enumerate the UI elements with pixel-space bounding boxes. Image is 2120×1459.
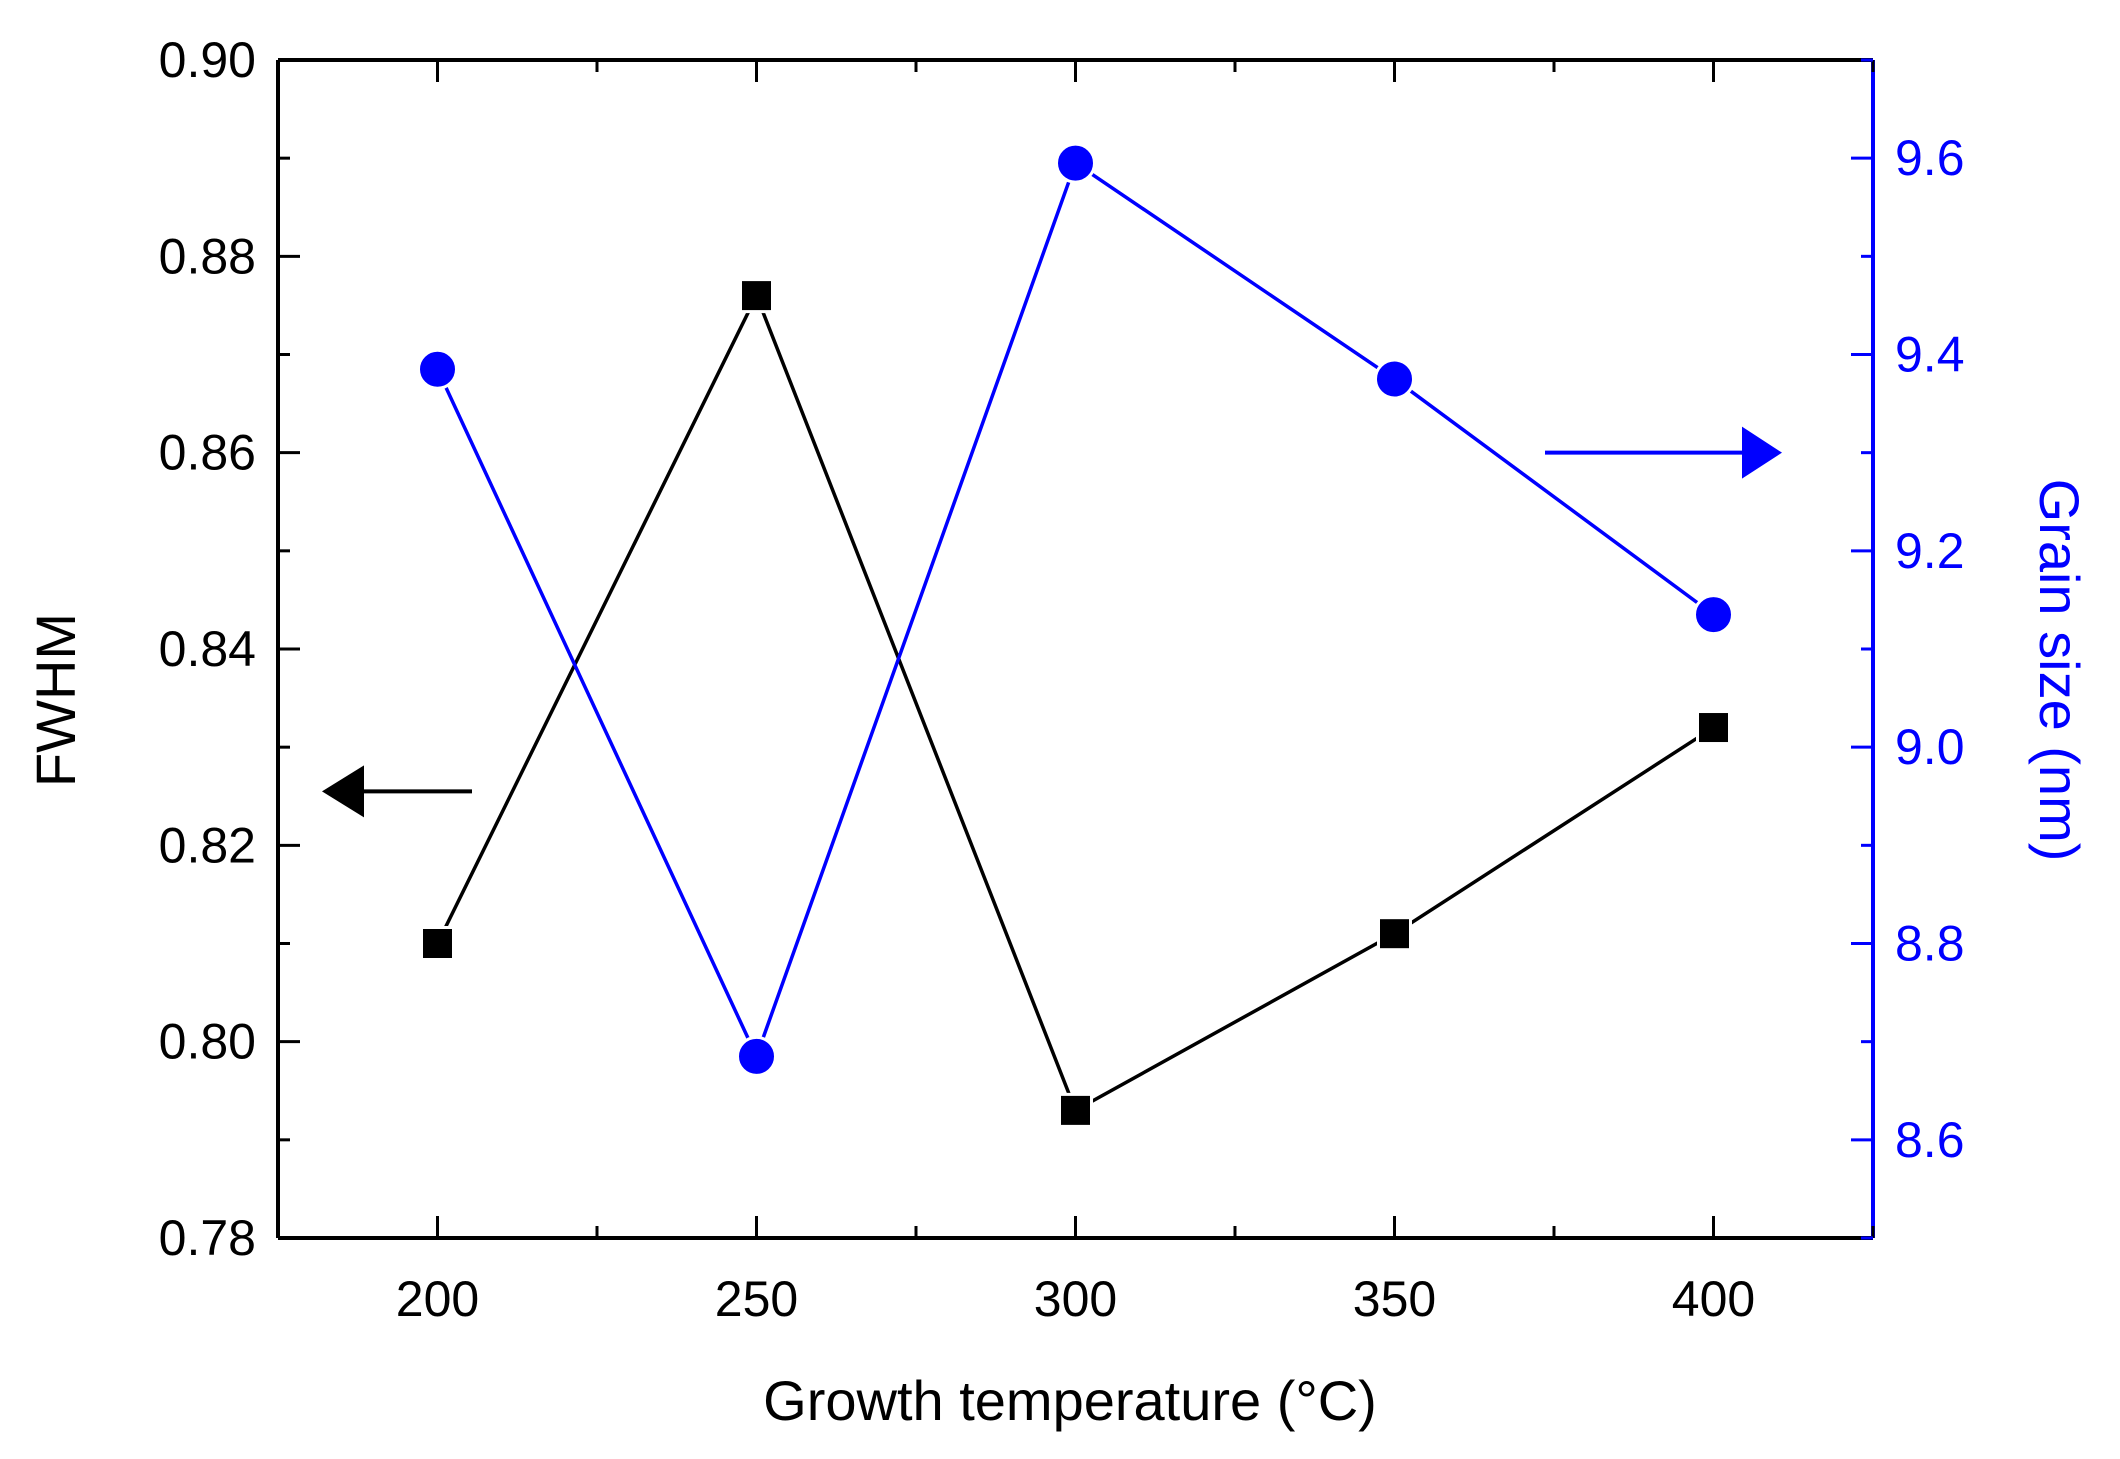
axes-group: 200 250 300 350 400 0.78 0.80 0.82 0.84 0.86 0.88 0…	[159, 32, 1965, 1327]
x-tick-label: 350	[1353, 1271, 1436, 1327]
y-tick-label: 0.84	[159, 621, 256, 677]
y-tick-label: 0.88	[159, 228, 256, 284]
x-tick-label: 200	[396, 1271, 479, 1327]
y-tick-label: 0.80	[159, 1014, 256, 1070]
y2-tick-label: 8.8	[1895, 916, 1965, 972]
grain-size-data-point	[417, 348, 458, 390]
x-tick-label: 300	[1034, 1271, 1117, 1327]
fwhm-data-point	[1696, 710, 1731, 746]
right-axis-arrow-icon	[1742, 426, 1782, 479]
fwhm-data-point	[1058, 1092, 1093, 1128]
x-axis-title: Growth temperature (°C)	[763, 1369, 1377, 1432]
y2-tick-label: 9.6	[1895, 130, 1965, 186]
y-tick-label: 0.82	[159, 817, 256, 873]
y-axis-title: FWHM	[24, 613, 87, 787]
x-tick-label: 400	[1672, 1271, 1755, 1327]
annotation-arrows-group	[322, 426, 1782, 818]
y2-axis-title: Grain size (nm)	[2028, 479, 2091, 862]
series-lines-group	[435, 160, 1715, 1113]
grain-size-series-line	[435, 160, 1715, 1062]
fwhm-data-point	[420, 926, 455, 961]
left-axis-arrow-icon	[322, 765, 364, 818]
y-tick-label: 0.90	[159, 32, 256, 88]
fwhm-data-point	[739, 278, 774, 314]
y-tick-label: 0.78	[159, 1210, 256, 1266]
y2-tick-label: 9.0	[1895, 719, 1965, 775]
x-tick-label: 250	[715, 1271, 798, 1327]
y2-tick-label: 9.4	[1895, 327, 1965, 383]
y-tick-label: 0.86	[159, 425, 256, 481]
fwhm-data-point	[1377, 916, 1412, 952]
grain-size-data-point	[1693, 594, 1734, 636]
grain-size-data-point	[736, 1035, 777, 1077]
y2-tick-label: 8.6	[1895, 1112, 1965, 1168]
grain-size-data-point	[1374, 358, 1415, 400]
y2-tick-label: 9.2	[1895, 523, 1965, 579]
series-markers-group	[417, 142, 1734, 1128]
grain-size-data-point	[1055, 142, 1096, 184]
fwhm-series-line	[435, 291, 1715, 1113]
